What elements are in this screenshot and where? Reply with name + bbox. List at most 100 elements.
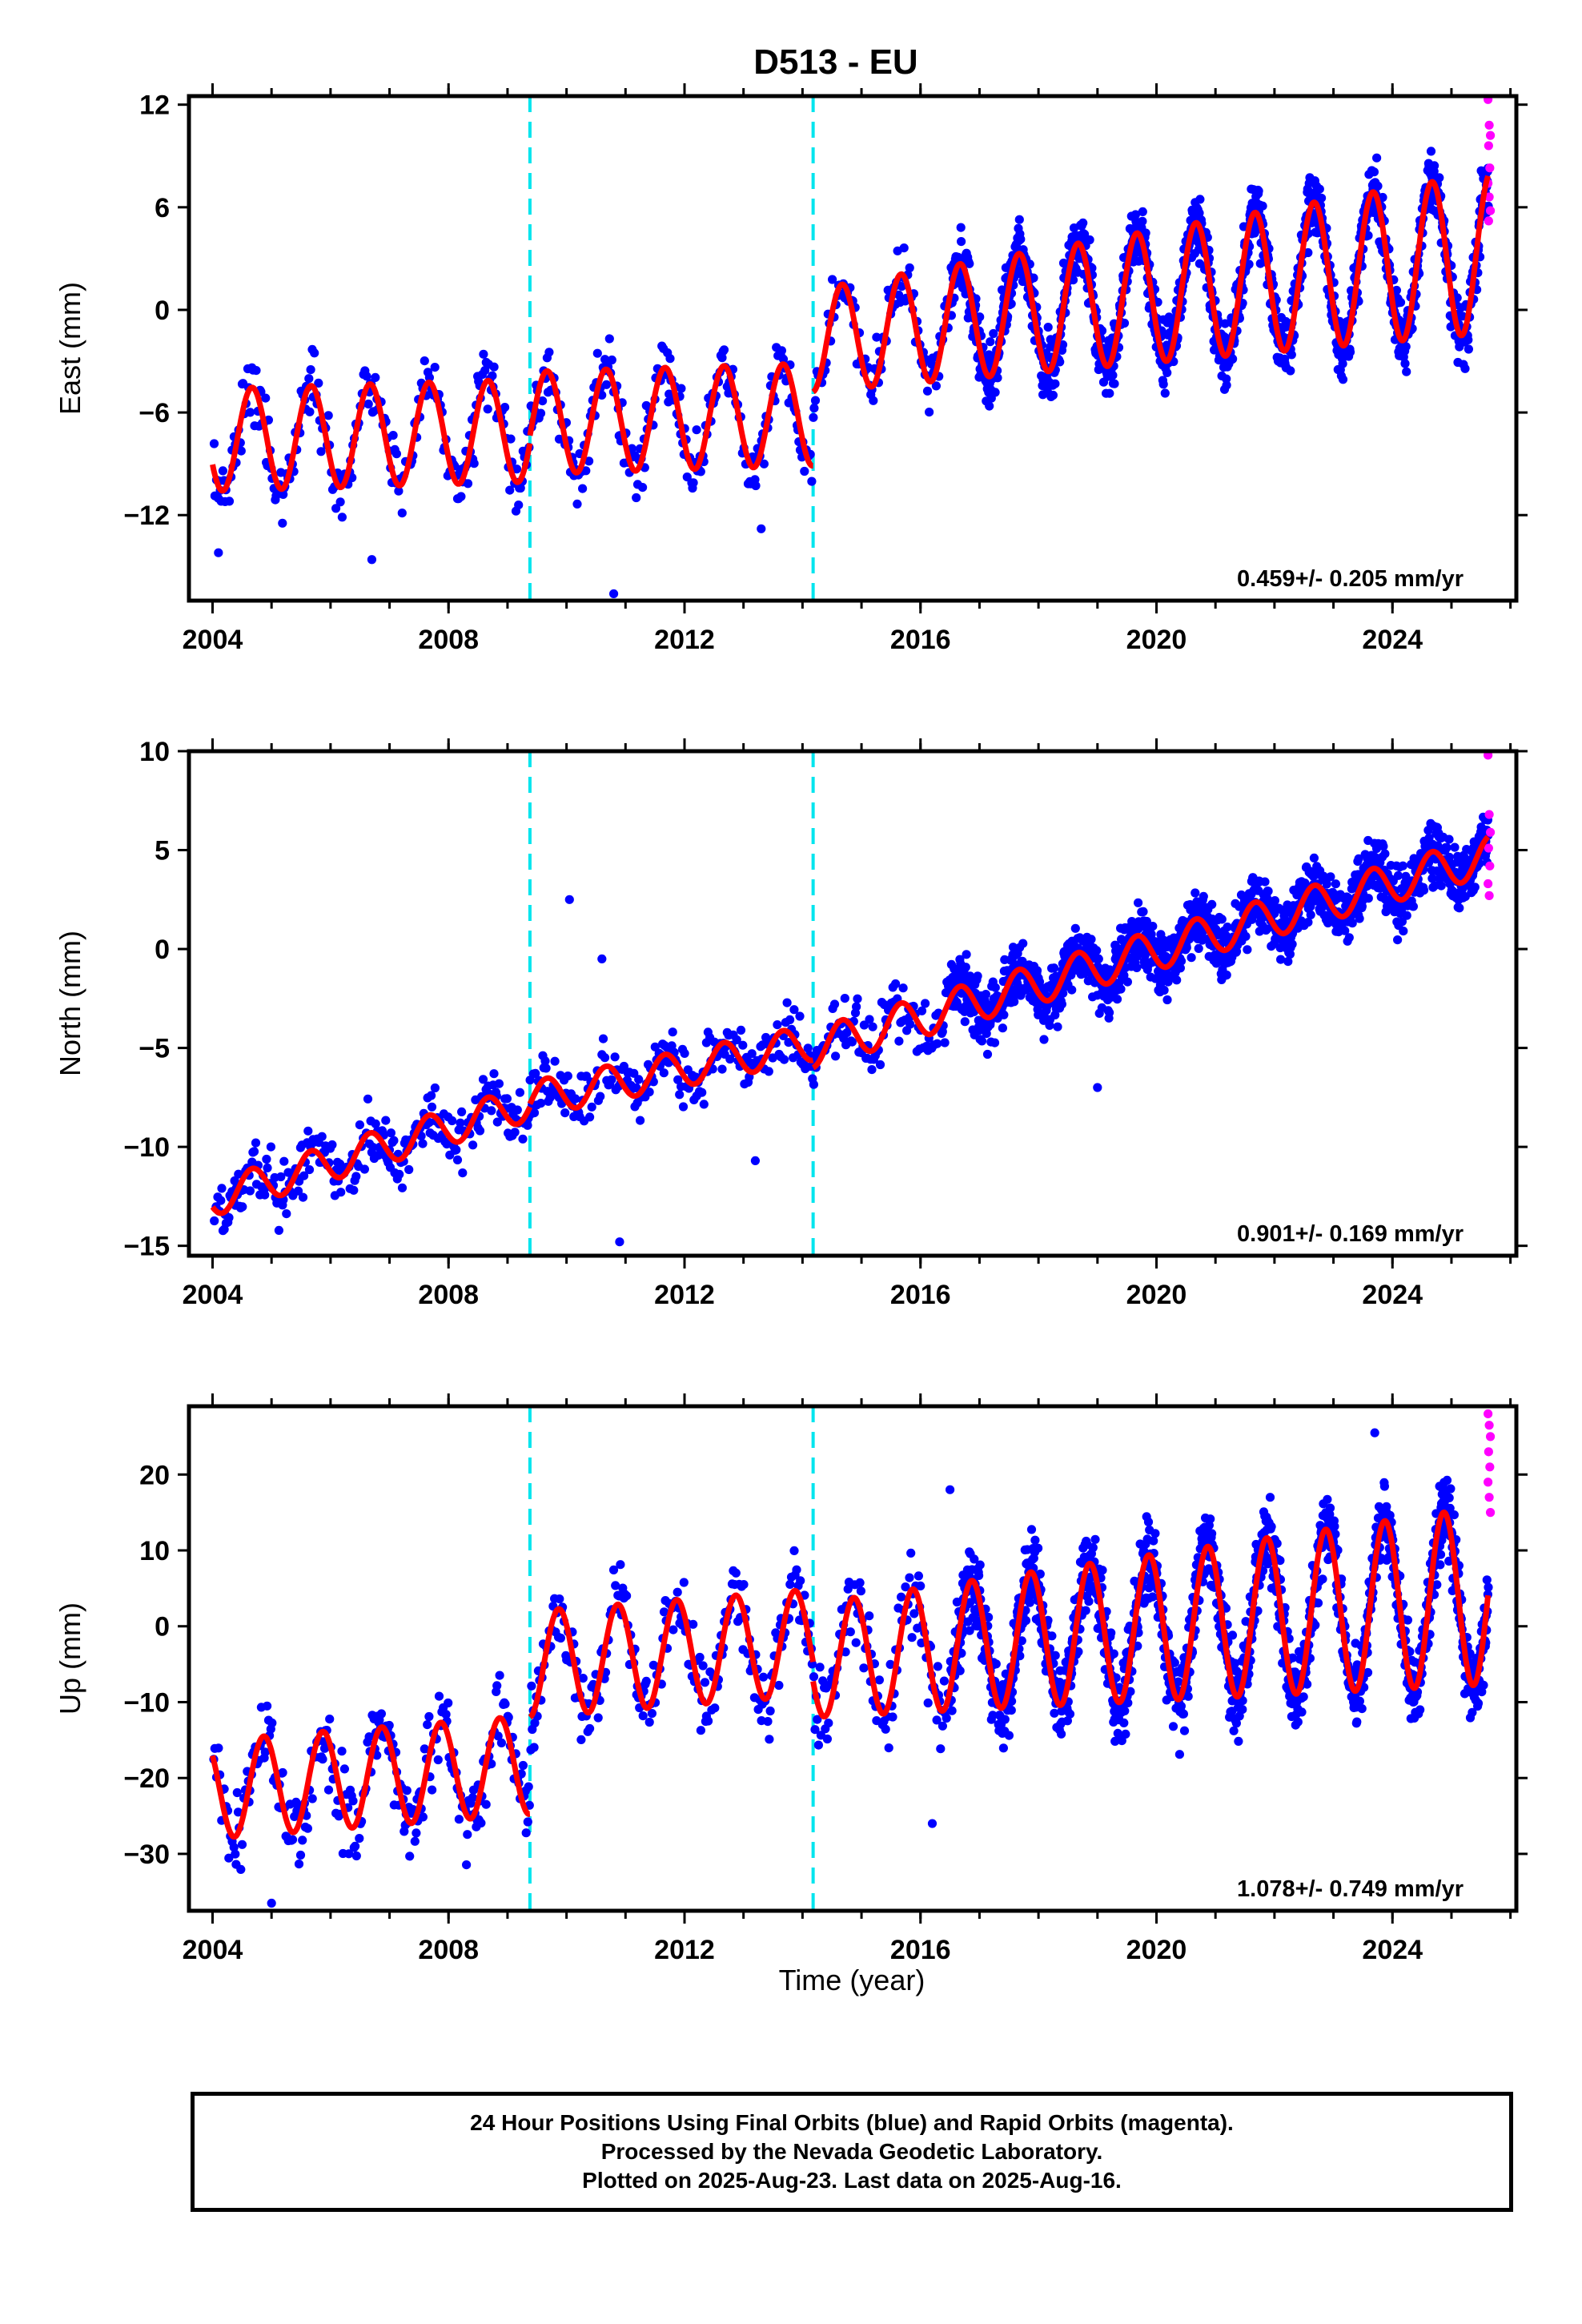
data-point [785, 1015, 795, 1024]
data-point [1258, 201, 1267, 211]
data-point [905, 263, 914, 273]
data-point [585, 1112, 595, 1122]
x-tick-label: 2016 [890, 1280, 951, 1310]
data-point [317, 1132, 327, 1141]
data-point [1160, 388, 1170, 398]
data-point [492, 1681, 502, 1691]
data-point [232, 1787, 242, 1798]
data-point [515, 1088, 525, 1097]
rapid-data-point [1485, 861, 1495, 870]
data-point [965, 1626, 974, 1635]
data-point [1379, 842, 1388, 851]
data-point [1162, 368, 1172, 377]
rapid-data-point [1484, 843, 1493, 853]
data-point [608, 589, 619, 599]
data-point [563, 1072, 572, 1081]
data-point [622, 1591, 632, 1601]
data-point [362, 372, 371, 381]
data-point [510, 1128, 520, 1137]
data-point [351, 1841, 360, 1851]
y-tick-label: 5 [155, 836, 170, 866]
data-point [922, 386, 933, 396]
y-tick-label: 0 [155, 296, 170, 326]
data-point [1344, 933, 1354, 943]
data-point [1309, 853, 1319, 862]
data-point [279, 1156, 289, 1166]
x-tick-label: 2012 [654, 1280, 715, 1310]
data-point [1263, 887, 1273, 896]
data-point [476, 1818, 486, 1827]
data-point [266, 1142, 275, 1152]
data-point [337, 513, 347, 522]
data-point [500, 1699, 510, 1709]
data-point [1287, 939, 1297, 949]
data-point [1470, 883, 1480, 892]
data-point [1058, 988, 1068, 998]
velocity-label: 0.459+/- 0.205 mm/yr [1237, 566, 1464, 592]
data-point [859, 1663, 869, 1673]
data-point [792, 1565, 801, 1574]
data-point [598, 1034, 608, 1043]
data-point [973, 971, 982, 981]
data-point [758, 1672, 769, 1682]
data-point [1007, 1696, 1017, 1706]
data-point [1092, 946, 1102, 955]
data-point [420, 356, 429, 366]
data-point [217, 1184, 227, 1193]
model-fit-line [210, 377, 533, 494]
data-point [1148, 922, 1158, 931]
data-point [544, 348, 554, 357]
data-point [1326, 872, 1335, 882]
data-point [462, 1860, 472, 1870]
data-point [351, 1851, 361, 1861]
data-point [564, 895, 574, 904]
data-point [629, 1068, 639, 1078]
data-point [822, 1734, 832, 1744]
data-point [796, 1576, 805, 1586]
data-point [1303, 918, 1313, 927]
data-point [604, 334, 614, 344]
data-point [1222, 970, 1231, 980]
data-point [843, 1584, 853, 1594]
data-point [1464, 344, 1473, 354]
data-point [298, 1835, 307, 1845]
data-point [433, 1755, 443, 1765]
data-point [294, 1860, 304, 1869]
data-point [1085, 235, 1094, 245]
data-point [1436, 881, 1446, 891]
data-point [644, 1088, 654, 1097]
data-point [1108, 371, 1118, 380]
data-point [492, 1117, 502, 1127]
data-point [763, 1717, 773, 1727]
data-point [441, 1710, 451, 1719]
data-point [262, 1154, 271, 1164]
data-point [404, 1164, 414, 1175]
data-point [719, 345, 729, 355]
data-point [1228, 354, 1238, 364]
data-point [865, 1015, 874, 1024]
data-point [990, 983, 1000, 992]
data-point [865, 1611, 874, 1621]
data-point [692, 425, 701, 435]
data-point [989, 328, 998, 339]
data-point [351, 1172, 361, 1181]
data-point [1035, 1569, 1045, 1579]
data-point [668, 1027, 677, 1037]
data-point [1207, 899, 1217, 909]
data-point [224, 1212, 234, 1223]
data-point [424, 1711, 434, 1722]
data-point [556, 1633, 566, 1643]
y-axis-label: East (mm) [54, 282, 86, 415]
data-point [1018, 939, 1028, 948]
data-point [966, 1598, 975, 1607]
data-point [779, 1055, 789, 1064]
data-point [367, 555, 377, 565]
data-point [578, 1674, 588, 1683]
data-point [1105, 388, 1114, 398]
x-tick-label: 2020 [1126, 625, 1187, 655]
data-point [1132, 963, 1142, 972]
data-point [1105, 1007, 1114, 1017]
